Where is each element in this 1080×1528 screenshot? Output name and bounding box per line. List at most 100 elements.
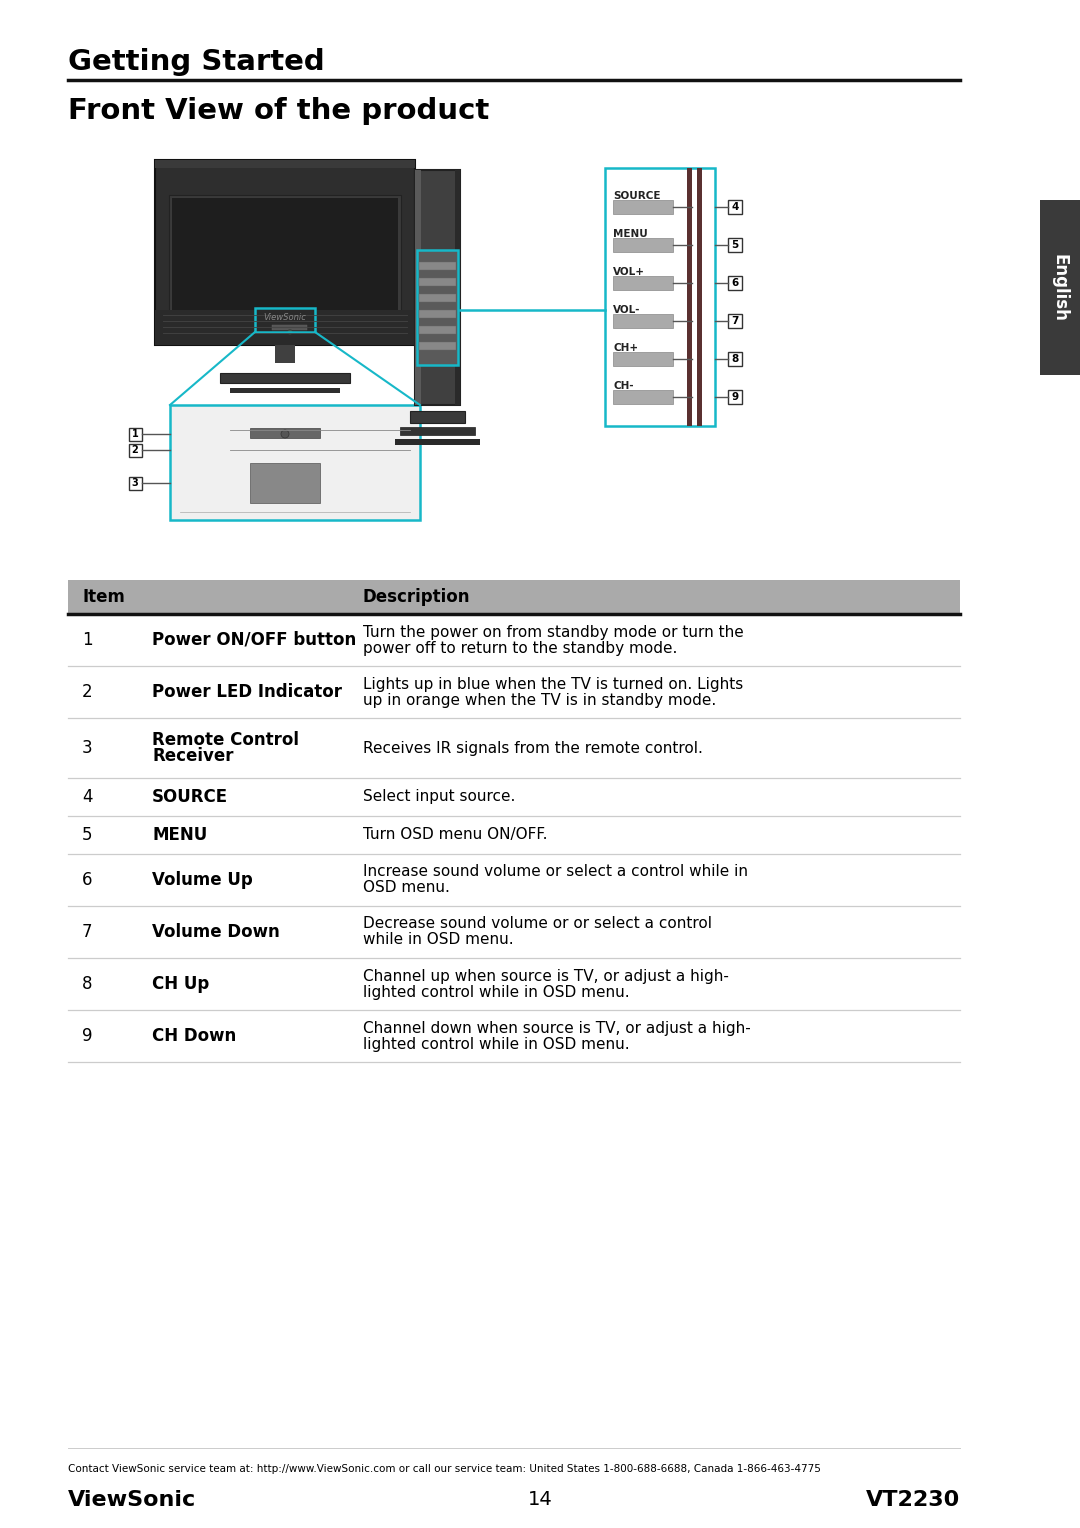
Bar	[415, 170, 421, 405]
Text: SOURCE: SOURCE	[152, 788, 228, 805]
Bar	[415, 170, 460, 405]
Bar	[417, 251, 458, 365]
Text: CH+: CH+	[613, 342, 638, 353]
Bar	[400, 426, 475, 435]
Text: 9: 9	[731, 393, 739, 402]
Bar	[68, 581, 960, 614]
Text: 5: 5	[82, 827, 93, 843]
Text: CH Up: CH Up	[152, 975, 210, 993]
Text: 14: 14	[528, 1490, 552, 1510]
Bar	[1040, 200, 1080, 374]
Text: 3: 3	[132, 478, 138, 487]
Text: 9: 9	[82, 1027, 93, 1045]
Bar	[129, 443, 141, 457]
Text: Getting Started: Getting Started	[68, 47, 325, 76]
Bar	[156, 310, 415, 345]
Bar	[613, 390, 673, 403]
Text: Channel down when source is TV, or adjust a high-: Channel down when source is TV, or adjus…	[363, 1021, 751, 1036]
Bar	[728, 313, 742, 329]
Text: 6: 6	[731, 278, 739, 287]
Text: Remote Control: Remote Control	[152, 730, 299, 749]
Bar	[129, 428, 141, 440]
Text: 8: 8	[82, 975, 93, 993]
Text: Turn OSD menu ON/OFF.: Turn OSD menu ON/OFF.	[363, 828, 548, 842]
Bar	[395, 439, 480, 445]
Bar	[419, 278, 456, 286]
Bar	[275, 345, 295, 364]
Bar	[613, 238, 673, 252]
Text: 2: 2	[82, 683, 93, 701]
Text: VOL-: VOL-	[613, 306, 640, 315]
Text: Description: Description	[363, 588, 471, 607]
Circle shape	[287, 330, 293, 335]
Bar	[687, 168, 692, 426]
Text: ViewSonic: ViewSonic	[264, 313, 307, 322]
Text: 5: 5	[731, 240, 739, 251]
Text: Volume Up: Volume Up	[152, 871, 253, 889]
Text: 6: 6	[82, 871, 93, 889]
Text: 2: 2	[132, 445, 138, 455]
Text: English: English	[1051, 254, 1069, 321]
Bar	[419, 325, 456, 335]
Text: Decrease sound volume or or select a control: Decrease sound volume or or select a con…	[363, 917, 712, 932]
Text: VOL+: VOL+	[613, 267, 645, 277]
Text: 1: 1	[132, 429, 138, 439]
Text: OSD menu.: OSD menu.	[363, 880, 450, 895]
Text: VT2230: VT2230	[866, 1490, 960, 1510]
Bar	[728, 390, 742, 403]
Bar	[419, 293, 456, 303]
Bar	[172, 199, 399, 329]
Bar	[613, 200, 673, 214]
Bar	[419, 310, 456, 318]
Bar	[419, 261, 456, 270]
Bar	[129, 477, 141, 489]
Bar	[249, 463, 320, 503]
Bar	[707, 168, 715, 426]
Text: MENU: MENU	[613, 229, 648, 238]
Text: Volume Down: Volume Down	[152, 923, 280, 941]
Bar	[255, 309, 315, 332]
Bar	[156, 160, 415, 168]
Bar	[728, 238, 742, 252]
Bar	[272, 325, 307, 330]
Text: Channel up when source is TV, or adjust a high-: Channel up when source is TV, or adjust …	[363, 969, 729, 984]
Text: CH-: CH-	[613, 380, 634, 391]
Text: Turn the power on from standby mode or turn the: Turn the power on from standby mode or t…	[363, 625, 744, 640]
Text: up in orange when the TV is in standby mode.: up in orange when the TV is in standby m…	[363, 692, 716, 707]
Circle shape	[281, 429, 289, 439]
Bar	[220, 373, 350, 384]
Bar	[613, 313, 673, 329]
Bar	[455, 170, 460, 405]
Text: 7: 7	[82, 923, 93, 941]
Text: Power LED Indicator: Power LED Indicator	[152, 683, 342, 701]
Bar	[419, 342, 456, 350]
Bar	[613, 351, 673, 367]
Text: 8: 8	[731, 354, 739, 364]
Text: 7: 7	[731, 316, 739, 325]
Bar	[728, 200, 742, 214]
Text: 1: 1	[82, 631, 93, 649]
Bar	[728, 351, 742, 367]
Text: ViewSonic: ViewSonic	[68, 1490, 197, 1510]
Bar	[728, 277, 742, 290]
Bar	[605, 168, 715, 426]
Text: while in OSD menu.: while in OSD menu.	[363, 932, 514, 947]
Text: Receives IR signals from the remote control.: Receives IR signals from the remote cont…	[363, 741, 703, 755]
Bar	[249, 428, 320, 439]
Text: Increase sound volume or select a control while in: Increase sound volume or select a contro…	[363, 865, 748, 880]
Text: SOURCE: SOURCE	[613, 191, 661, 202]
Bar	[613, 277, 673, 290]
Text: Item: Item	[82, 588, 125, 607]
Text: Lights up in blue when the TV is turned on. Lights: Lights up in blue when the TV is turned …	[363, 677, 743, 692]
Bar	[410, 411, 465, 423]
Bar	[156, 160, 415, 345]
Text: lighted control while in OSD menu.: lighted control while in OSD menu.	[363, 984, 630, 999]
Text: MENU: MENU	[152, 827, 207, 843]
Text: power off to return to the standby mode.: power off to return to the standby mode.	[363, 640, 677, 656]
Text: CH Down: CH Down	[152, 1027, 237, 1045]
Text: 4: 4	[82, 788, 93, 805]
Text: Power ON/OFF button: Power ON/OFF button	[152, 631, 356, 649]
Bar	[170, 405, 420, 520]
Text: 3: 3	[82, 740, 93, 756]
Bar	[168, 196, 401, 332]
